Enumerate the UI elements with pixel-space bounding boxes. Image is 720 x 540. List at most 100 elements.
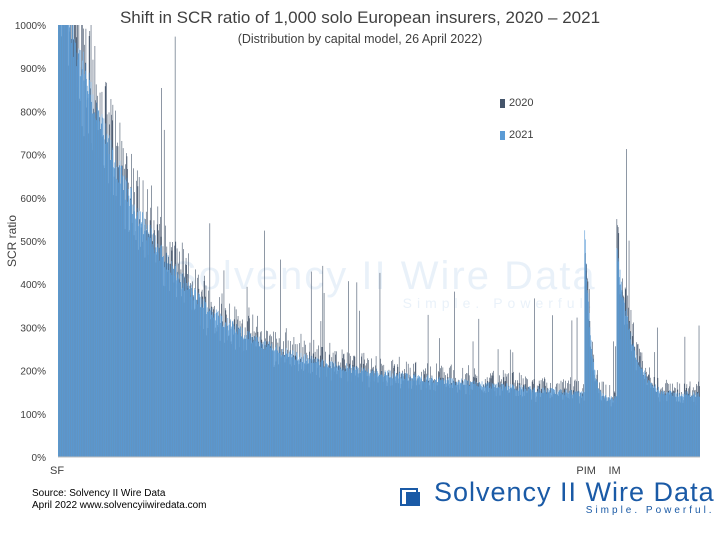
bar-2021 — [606, 400, 608, 457]
bar-2021 — [543, 389, 545, 457]
bar-2021 — [428, 382, 430, 457]
bar-2021 — [411, 380, 413, 457]
bar-2021 — [482, 387, 483, 457]
bar-2021 — [380, 374, 381, 457]
bar-2021 — [253, 341, 254, 457]
bar-2021 — [398, 372, 400, 457]
bar-2021 — [678, 397, 679, 457]
bar-2021 — [96, 102, 98, 457]
bar-2021 — [245, 338, 247, 457]
bar-2021 — [93, 113, 94, 457]
bar-2021 — [202, 307, 204, 457]
bar-2021 — [246, 335, 247, 457]
bar-2021 — [101, 114, 103, 458]
bar-2021 — [393, 375, 395, 457]
bar-2021 — [232, 320, 234, 457]
bar-2021 — [487, 382, 489, 457]
bar-2021 — [285, 351, 286, 457]
source-line-2: April 2022 www.solvencyiiwiredata.com — [32, 500, 207, 511]
bar-2021 — [386, 375, 388, 457]
bar-2021 — [474, 384, 476, 457]
bar-2021 — [429, 380, 431, 457]
legend-label-2021: 2021 — [509, 129, 534, 141]
bar-2021 — [517, 390, 518, 457]
bar-2021 — [116, 167, 118, 457]
bar-2021 — [369, 373, 370, 457]
bar-2021 — [107, 142, 109, 457]
bar-2021 — [361, 370, 363, 457]
bar-2021 — [576, 391, 577, 457]
bar-2021 — [68, 25, 69, 457]
bar-2021 — [120, 165, 122, 457]
bar-2021 — [628, 329, 629, 457]
bar-2021 — [630, 332, 632, 457]
bar-2021 — [689, 392, 691, 457]
bar-2021 — [602, 395, 604, 457]
bar-2021 — [592, 358, 594, 457]
bar-2021 — [664, 391, 665, 457]
bar-2021 — [450, 378, 452, 457]
bar-2021 — [297, 360, 299, 457]
chart-title: Shift in SCR ratio of 1,000 solo Europea… — [119, 8, 601, 27]
bar-2021 — [212, 315, 214, 457]
bar-2021 — [552, 389, 554, 457]
bar-2021 — [612, 398, 614, 457]
bar-2021 — [152, 244, 153, 457]
bar-2021 — [135, 218, 136, 457]
bar-2021 — [86, 78, 87, 457]
bar-2021 — [249, 332, 250, 457]
bar-2021 — [379, 374, 381, 457]
bar-2021 — [303, 354, 305, 457]
bar-2021 — [690, 397, 691, 457]
bar-2021 — [630, 339, 631, 457]
bar-2021 — [491, 388, 492, 457]
bar-2021 — [233, 329, 235, 457]
bar-2021 — [112, 147, 114, 457]
bar-2021 — [400, 373, 402, 457]
bar-2021 — [124, 199, 126, 457]
bar-2021 — [644, 373, 646, 457]
bar-2021 — [456, 381, 457, 457]
bar-2021 — [105, 123, 107, 458]
bar-2021 — [617, 249, 618, 457]
bar-2021 — [85, 63, 87, 458]
y-tick-label: 1000% — [15, 21, 46, 32]
y-tick-label: 200% — [20, 367, 46, 378]
bar-2021 — [97, 111, 99, 457]
bar-2021 — [294, 356, 295, 457]
bar-2021 — [104, 139, 105, 457]
bar-2021 — [484, 386, 485, 457]
bar-2021 — [199, 307, 201, 457]
bar-2021 — [136, 212, 138, 457]
bar-2021 — [599, 390, 601, 457]
bar-2021 — [76, 52, 78, 458]
bar-2021 — [595, 378, 596, 457]
bar-2021 — [276, 344, 277, 457]
bar-2021 — [658, 386, 659, 457]
bar-2021 — [194, 289, 196, 457]
bar-2021 — [570, 389, 572, 457]
bar-2020 — [552, 315, 553, 457]
bar-2021 — [319, 366, 321, 457]
bar-2021 — [264, 349, 266, 457]
bar-2021 — [262, 342, 264, 457]
bar-2021 — [674, 393, 675, 457]
brand-logo: Solvency II Wire Data Simple. Powerful. — [400, 478, 715, 516]
bar-2021 — [255, 337, 257, 457]
bar-2021 — [160, 247, 162, 457]
bar-2021 — [289, 351, 290, 457]
bar-2021 — [332, 368, 334, 457]
bar-2021 — [205, 303, 207, 457]
bar-2021 — [434, 383, 435, 457]
bar-2021 — [72, 25, 74, 457]
bar-2021 — [92, 94, 94, 458]
bar-2021 — [234, 326, 236, 457]
bar-2021 — [527, 389, 529, 457]
bar-2021 — [500, 386, 501, 457]
bar-2021 — [328, 367, 330, 457]
bar-2021 — [384, 370, 386, 457]
bar-2021 — [358, 367, 360, 457]
bar-2021 — [389, 370, 391, 457]
bar-2021 — [66, 25, 67, 457]
bar-2021 — [197, 292, 199, 457]
